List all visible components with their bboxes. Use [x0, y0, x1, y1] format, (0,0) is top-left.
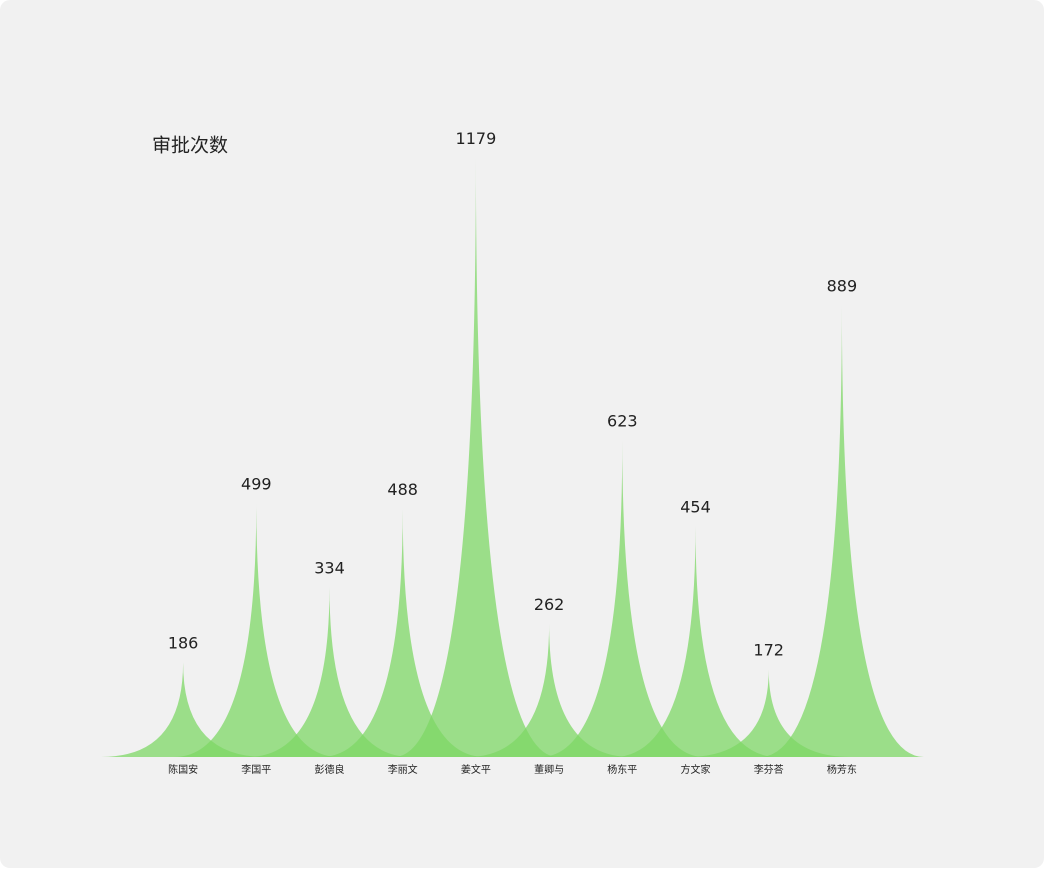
- spike: [467, 623, 632, 757]
- value-label: 1179: [456, 129, 497, 148]
- x-tick-label: 陈国安: [168, 763, 198, 776]
- x-tick-label: 李国平: [241, 763, 271, 776]
- value-label: 172: [753, 641, 784, 660]
- x-tick-label: 李丽文: [388, 763, 418, 776]
- x-tick-label: 杨芳东: [827, 763, 857, 776]
- spike: [613, 526, 778, 757]
- value-label: 488: [387, 480, 418, 499]
- marks: [101, 158, 924, 757]
- spike: [686, 669, 851, 757]
- spike: [101, 662, 266, 757]
- x-tick-label: 彭德良: [315, 763, 345, 776]
- value-label: 262: [534, 595, 565, 614]
- chart-title: 审批次数: [152, 135, 228, 157]
- spike: [540, 440, 705, 757]
- spike: [393, 158, 558, 757]
- value-label: 186: [168, 634, 199, 653]
- value-label: 499: [241, 474, 272, 493]
- x-tick-label: 姜文平: [461, 763, 491, 776]
- x-tick-label: 李芬荅: [754, 763, 784, 776]
- spike: [247, 587, 412, 757]
- spike: [320, 509, 485, 757]
- value-label: 454: [680, 497, 711, 516]
- value-label: 334: [314, 558, 345, 577]
- x-tick-label: 方文家: [681, 763, 711, 776]
- spike: [759, 305, 924, 757]
- value-label: 889: [827, 276, 858, 295]
- spike: [174, 503, 339, 757]
- x-tick-label: 董卿与: [534, 763, 564, 776]
- x-tick-label: 杨东平: [607, 763, 637, 776]
- value-label: 623: [607, 411, 638, 430]
